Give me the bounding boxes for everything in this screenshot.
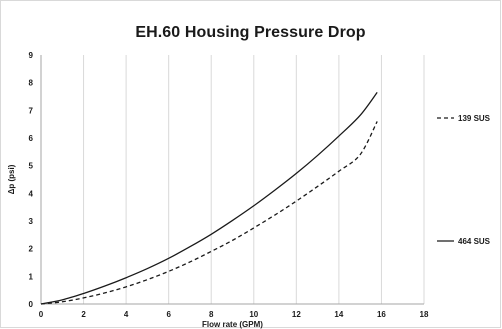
x-tick-label: 12 [292, 310, 301, 319]
y-tick-label: 2 [29, 245, 34, 254]
y-axis-title: Δp (psi) [7, 164, 16, 194]
y-tick-label: 1 [29, 272, 34, 281]
y-tick-label: 5 [29, 162, 34, 171]
chart-title: EH.60 Housing Pressure Drop [135, 24, 366, 41]
series-line-1 [40, 121, 378, 305]
y-tick-label: 0 [29, 300, 34, 309]
legend-label-2: 464 SUS [458, 237, 491, 246]
y-tick-label: 7 [29, 106, 34, 115]
x-tick-label: 14 [334, 310, 343, 319]
series-lines [40, 91, 378, 305]
x-tick-label: 16 [377, 310, 386, 319]
grid-lines [83, 55, 425, 304]
x-tick-label: 4 [124, 310, 129, 319]
legend: 139 SUS 464 SUS [437, 114, 491, 246]
y-tick-label: 6 [29, 134, 34, 143]
x-tick-label: 6 [166, 310, 171, 319]
x-tick-label: 10 [249, 310, 258, 319]
y-tick-label: 4 [29, 189, 34, 198]
x-tick-label: 18 [420, 310, 429, 319]
x-tick-label: 2 [81, 310, 86, 319]
x-tick-label: 0 [39, 310, 44, 319]
x-tick-label: 8 [209, 310, 214, 319]
axes [40, 55, 424, 305]
x-axis-title: Flow rate (GPM) [202, 320, 263, 329]
series-line-2 [40, 91, 378, 305]
legend-label-1: 139 SUS [458, 114, 491, 123]
y-tick-label: 8 [29, 79, 34, 88]
y-tick-label: 9 [29, 51, 34, 60]
y-tick-label: 3 [29, 217, 34, 226]
